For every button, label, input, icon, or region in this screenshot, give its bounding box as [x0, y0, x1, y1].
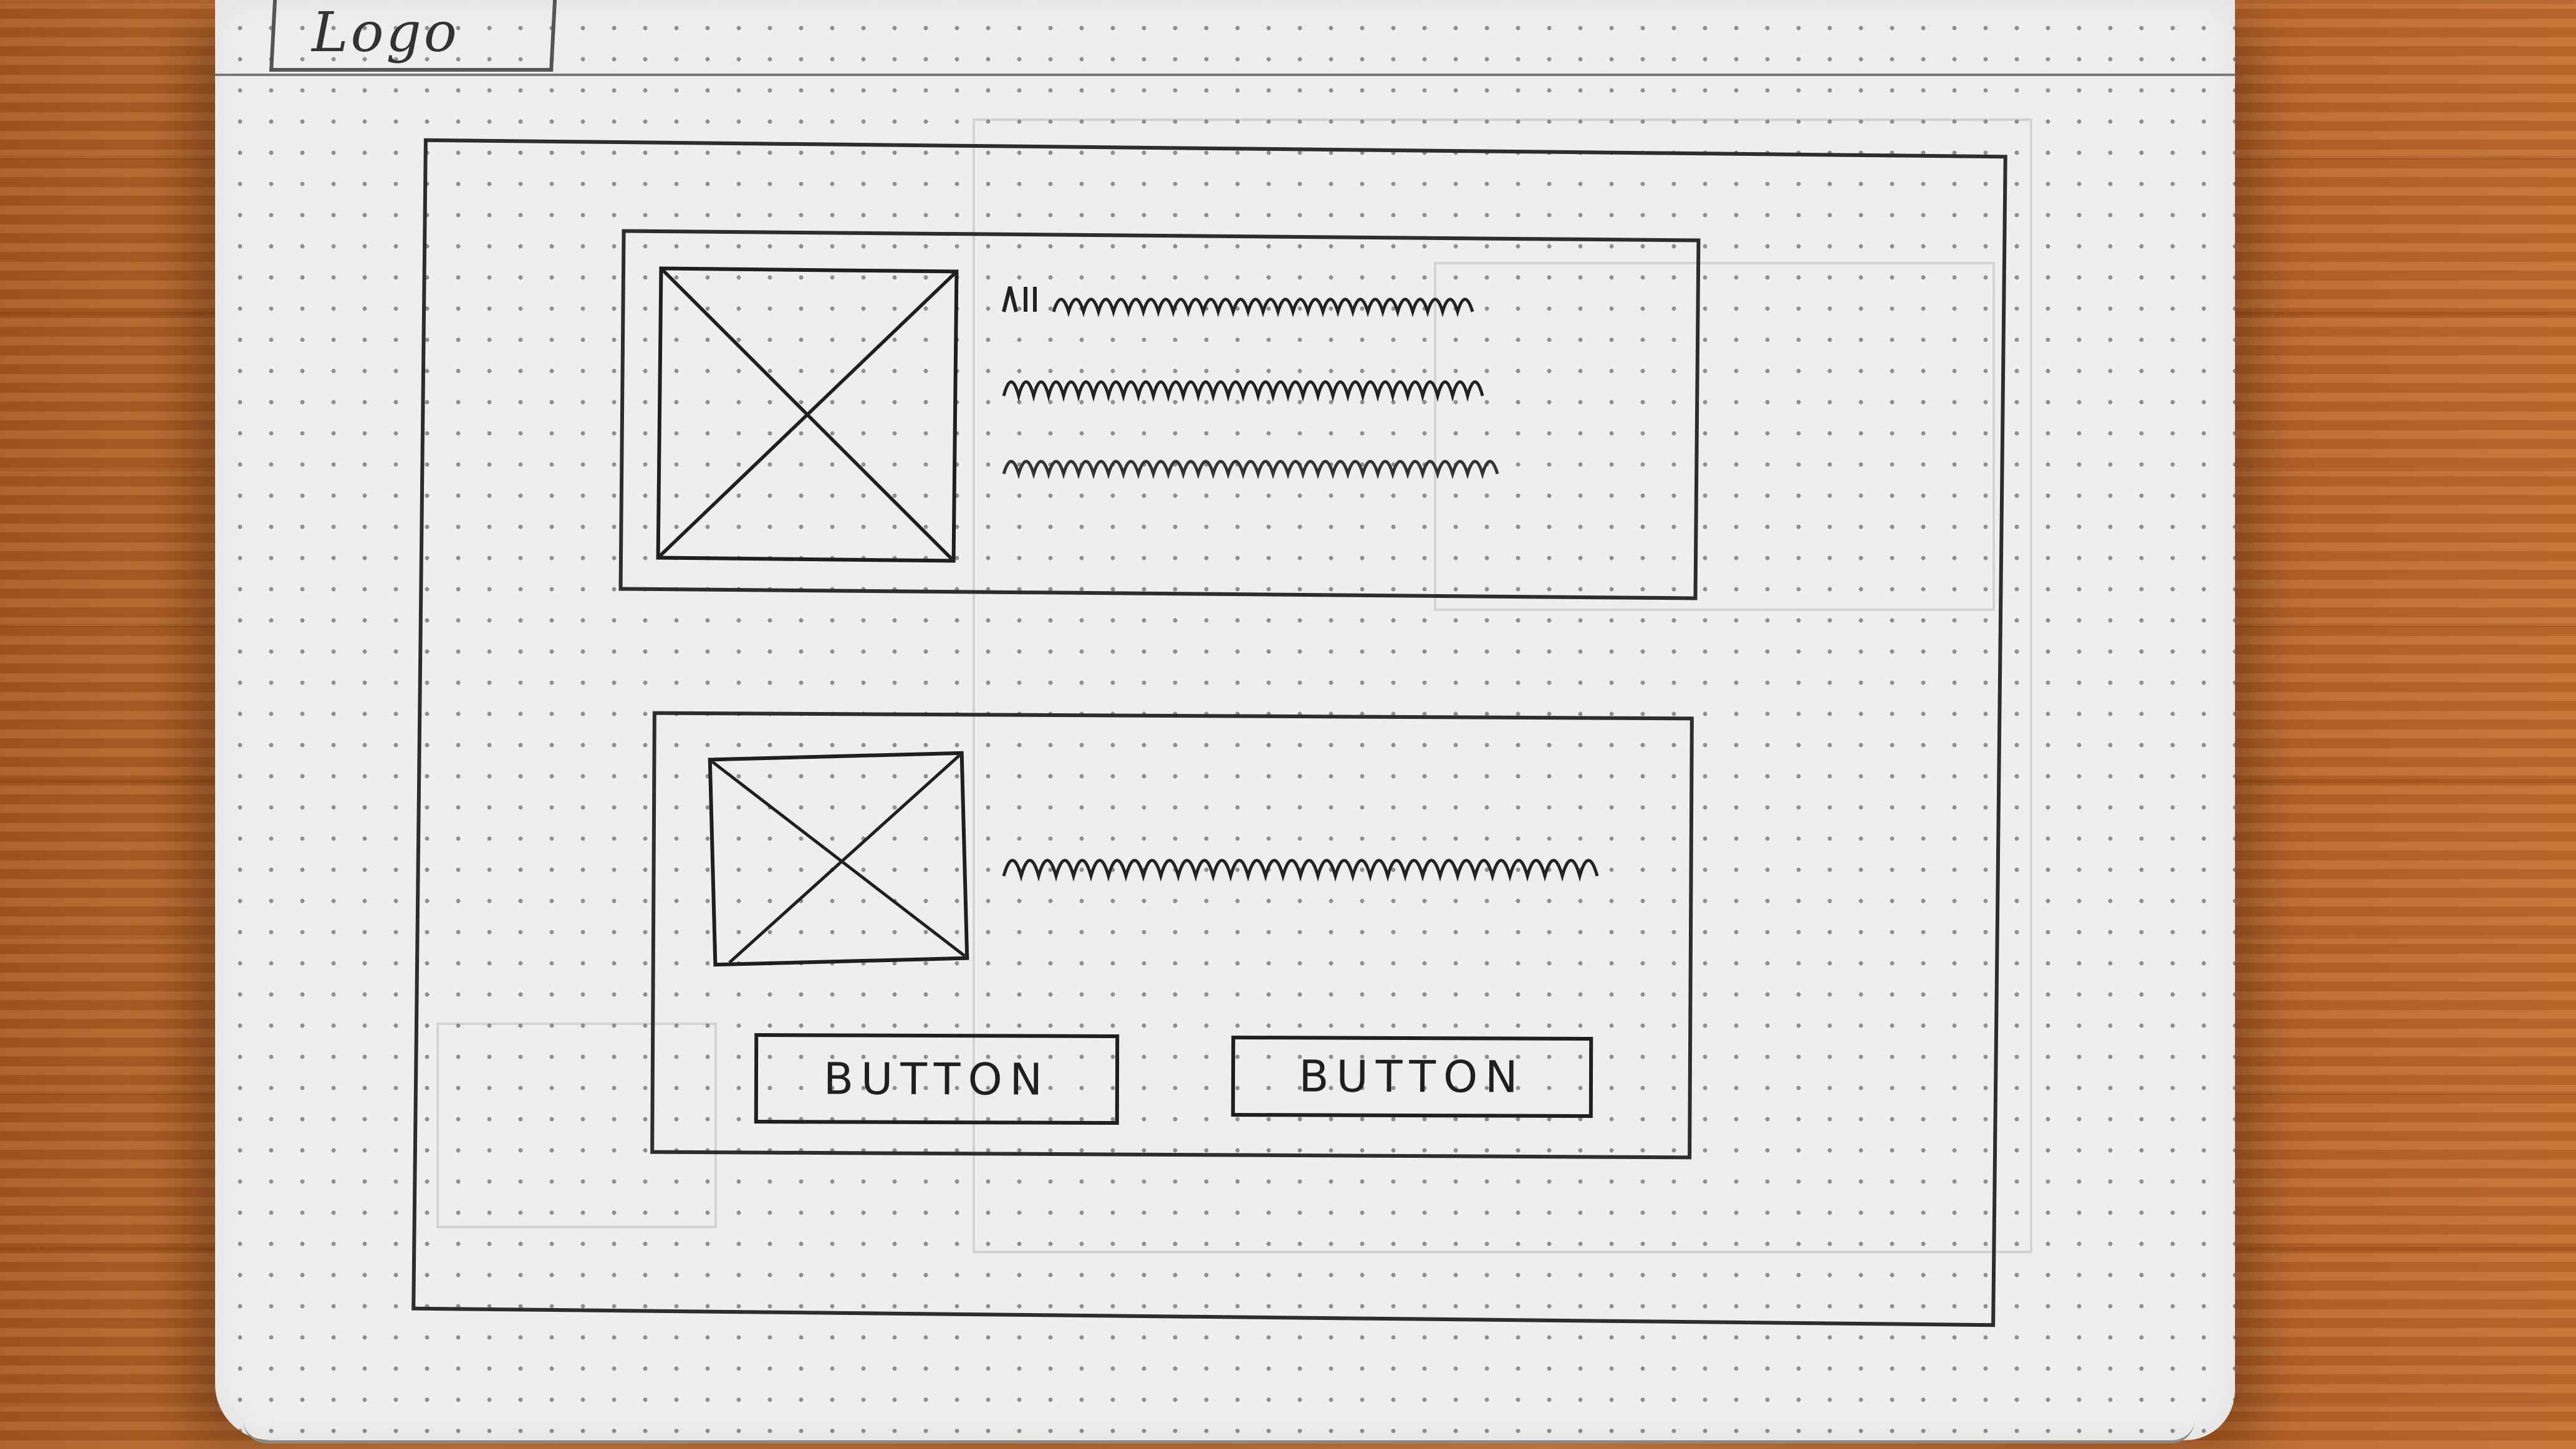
image-placeholder-icon — [708, 751, 969, 967]
ghost-card — [1434, 262, 1995, 611]
notebook-page — [215, 0, 2235, 1440]
ghost-image — [436, 1023, 717, 1228]
text-line-squiggle-4 — [1002, 859, 1599, 882]
button-secondary[interactable]: BUTTON — [1231, 1035, 1593, 1119]
text-line-squiggle-1 — [1002, 286, 1474, 317]
notebook-page-edge — [243, 1420, 2194, 1443]
button-primary[interactable]: BUTTON — [754, 1033, 1120, 1125]
text-line-squiggle-2 — [1002, 380, 1484, 402]
image-placeholder-icon — [656, 266, 959, 563]
ghost-frame — [973, 118, 2032, 1253]
header-divider — [215, 74, 2235, 76]
text-line-squiggle-3 — [1002, 460, 1499, 479]
logo-text: Logo — [312, 0, 459, 64]
